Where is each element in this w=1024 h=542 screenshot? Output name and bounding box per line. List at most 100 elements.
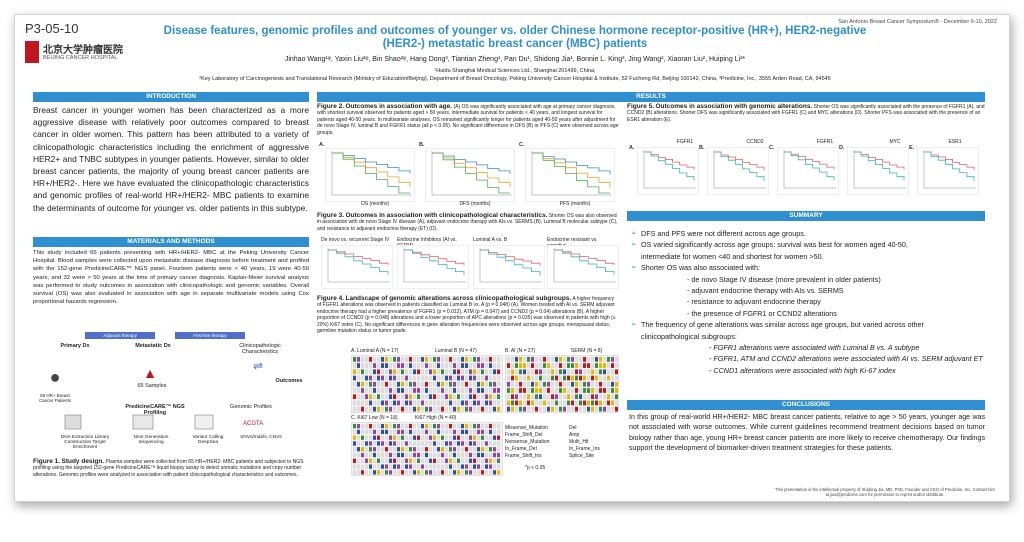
oncoprint-cell	[357, 458, 360, 463]
survival-curve	[784, 151, 835, 181]
oncoprint-cell	[583, 394, 586, 400]
oncoprint-cell	[611, 400, 614, 406]
oncoprint-cell	[477, 429, 480, 435]
oncoprint-cell	[389, 429, 392, 435]
methods-text: This study included 65 patients presenti…	[33, 250, 309, 306]
oncoprint-cell	[361, 388, 364, 393]
oncoprint-cell	[385, 394, 388, 400]
oncoprint-cell	[385, 424, 388, 429]
clinico-arrows-icon: ⇌	[252, 359, 264, 373]
oncoprint-cell	[365, 394, 368, 400]
oncoprint-cell	[361, 447, 364, 452]
oncoprint-cell	[531, 400, 534, 406]
oncoprint-cell	[397, 424, 400, 429]
oncoprint-cell	[489, 400, 492, 406]
oncoprint-cell	[535, 363, 538, 368]
oncoprint-cells	[353, 424, 500, 475]
oncoprint-cell	[429, 357, 432, 362]
oncoprint-cell	[405, 406, 408, 412]
oncoprint-cell	[481, 464, 484, 469]
survival-curve	[432, 152, 510, 194]
oncoprint-cell	[393, 406, 396, 412]
figure1-text: Plasma samples were collected from 65 HR…	[33, 459, 304, 478]
oncoprint-cell	[357, 388, 360, 393]
oncoprint-cell	[417, 424, 420, 429]
oncoprint-cell	[445, 435, 448, 440]
survival-curve	[854, 151, 905, 170]
oncoprint-cell	[437, 441, 440, 446]
oncoprint-cell	[535, 357, 538, 362]
oncoprint-cell	[373, 381, 376, 387]
oncoprint-cell	[497, 447, 500, 452]
oncoprint-cell	[469, 458, 472, 463]
summary-item: - CCND1 alterations were associated with…	[709, 365, 896, 375]
oncoprint-cell	[519, 375, 522, 381]
oncoprint-cell	[429, 394, 432, 400]
oncoprint-cell	[465, 400, 468, 406]
oncoprint-cell	[429, 424, 432, 429]
oncoprint-cell	[389, 458, 392, 463]
oncoprint-cell	[453, 363, 456, 368]
oncoprint-cell	[369, 458, 372, 463]
oncoprint-cell	[421, 388, 424, 393]
oncoprint-cell	[515, 381, 518, 387]
oncoprint-cell	[477, 381, 480, 387]
oncoprint-cell	[603, 394, 606, 400]
oncoprint-cell	[365, 435, 368, 440]
oncoprint-cell	[449, 429, 452, 435]
oncoprint-cell	[473, 363, 476, 368]
oncoprint-cell	[511, 357, 514, 362]
oncoprint-cell	[539, 381, 542, 387]
summary-heading: SUMMARY	[627, 211, 985, 221]
oncoprint-cell	[393, 369, 396, 375]
oncoprint-cell	[559, 400, 562, 406]
oncoprint-cell	[437, 458, 440, 463]
oncoprint-cell	[369, 441, 372, 446]
oncoprint-cell	[425, 375, 428, 381]
oncoprint-cell	[469, 400, 472, 406]
oncoprint-cell	[433, 400, 436, 406]
oncoprint-cell	[511, 381, 514, 387]
oncoprint-cell	[425, 394, 428, 400]
oncoprint-cell	[397, 381, 400, 387]
km-curve	[853, 150, 906, 189]
oncoprint-cell	[559, 375, 562, 381]
oncoprint-cell	[547, 388, 550, 393]
oncoprint-cell	[473, 447, 476, 452]
survival-curve	[532, 152, 611, 175]
adjuvant-therapy-arrow: Adjuvant therapy	[85, 332, 155, 339]
logo-chinese-name: 北京大学肿瘤医院	[43, 45, 123, 56]
oncoprint-cell	[381, 375, 384, 381]
oncoprint-cell	[365, 470, 368, 475]
oncoprint-cell	[413, 357, 416, 362]
oncoprint-cell	[417, 406, 420, 412]
oncoprint-cell	[401, 375, 404, 381]
oncoprint-cell	[381, 435, 384, 440]
oncoprint-cell	[497, 429, 500, 435]
oncoprint-cell	[469, 424, 472, 429]
oncoprint-cell	[527, 357, 530, 362]
oncoprint-cell	[563, 363, 566, 368]
oncoprint-cell	[453, 400, 456, 406]
oncoprint-cell	[361, 452, 364, 458]
oncoprint-cell	[449, 394, 452, 400]
legend-item: Splice_Site	[569, 453, 595, 459]
fig2-panel-c: C.	[519, 142, 525, 148]
figure5-title: Outcomes in association with genomic alt…	[655, 103, 813, 110]
oncoprint-cell	[461, 394, 464, 400]
oncoprint-cell	[433, 381, 436, 387]
oncoprint-cell	[567, 357, 570, 362]
oncoprint-cell	[409, 381, 412, 387]
oncoprint-cell	[515, 357, 518, 362]
oncoprint-cell	[551, 369, 554, 375]
oncoprint-cell	[519, 357, 522, 362]
oncoprint-cell	[571, 400, 574, 406]
oncoprint-cell	[433, 388, 436, 393]
oncoprint-cell	[453, 447, 456, 452]
oncoprint-cell	[473, 357, 476, 362]
oncoprint-cell	[579, 394, 582, 400]
survival-curve	[332, 152, 410, 194]
oncoprint-cell	[469, 470, 472, 475]
summary-item: Shorter OS was also associated with:	[631, 262, 985, 274]
oncoprint-cell	[445, 458, 448, 463]
